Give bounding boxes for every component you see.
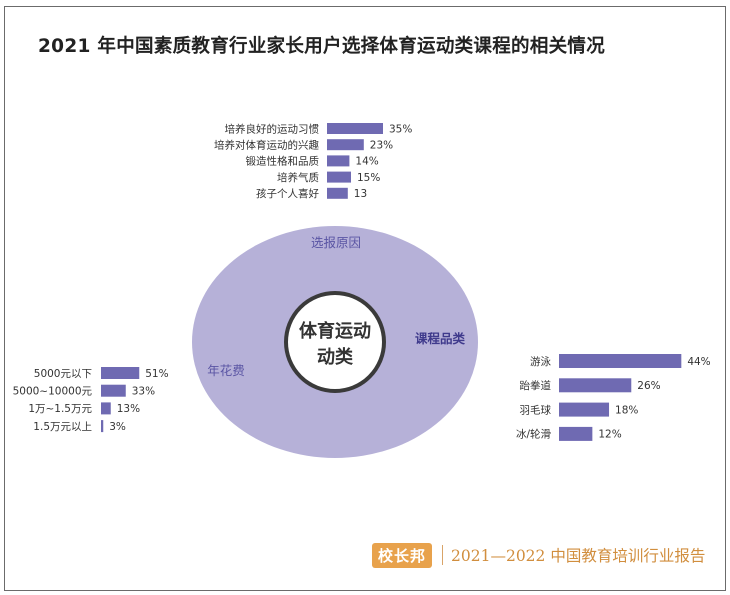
center-circle [284,291,386,393]
bar-value-label: 15% [357,172,380,184]
bar-value-label: 26% [637,380,660,392]
bar [101,402,111,415]
bar [559,378,632,393]
bar-category-label: 培养对体育运动的兴趣 [214,139,319,152]
center-label-line2: 动类 [317,346,354,368]
bar-groups: 培养良好的运动习惯 35% 培养对体育运动的兴趣 23% 锻造性格和品质 14% 培养气质 1… [13,122,711,441]
bar-value-label: 14% [355,156,378,168]
bar [101,367,140,379]
bar-category-label: 5000元以下 [34,368,92,380]
bar-group-2: 游泳 44% 跆拳道 26% 羽毛球 18% 冰/轮滑 12% [516,354,711,441]
bar-category-label: 锻造性格和品质 [246,155,320,168]
bar-value-label: 18% [615,404,638,416]
brand-divider [442,545,444,565]
bar-category-label: 游泳 [530,355,551,368]
brand-logo: 校长邦 [372,542,433,568]
bar [327,155,350,167]
ring-label-top: 选报原因 [311,235,361,250]
bar-category-label: 孩子个人喜好 [256,187,319,200]
bar [327,171,351,183]
figure-frame [4,6,726,591]
bar-value-label: 33% [132,386,155,398]
bar [327,139,364,151]
bar-category-label: 培养气质 [277,171,319,184]
chart-title: 2021 年中国素质教育行业家长用户选择体育运动类课程的相关情况 [38,36,606,57]
bar-value-label: 44% [687,356,710,368]
bar-group-0: 培养良好的运动习惯 35% 培养对体育运动的兴趣 23% 锻造性格和品质 14% 培养气质 1… [214,122,412,200]
bar-category-label: 1.5万元以上 [33,421,92,433]
bar [327,187,348,199]
ring-label-left: 年花费 [207,363,245,378]
center-label-line1: 体育运动 [299,320,371,342]
bar [559,402,610,417]
bar-value-label: 23% [370,140,393,152]
bar-value-label: 13 [354,188,367,200]
bar [559,354,682,368]
bar [327,123,383,134]
brand-footer: 校长邦 2021—2022 中国教育培训行业报告 [372,542,705,568]
bar-category-label: 5000~10000元 [13,386,93,398]
ring-label-right: 课程品类 [415,331,466,346]
bar-category-label: 跆拳道 [520,379,552,392]
bar-value-label: 13% [117,403,140,415]
bar-group-1: 5000元以下 51% 5000~10000元 33% 1万~1.5万元 13% 1.5万元… [13,367,169,433]
bar-category-label: 冰/轮滑 [516,428,551,441]
bar-value-label: 3% [109,421,126,433]
bar [101,384,126,397]
bar-category-label: 羽毛球 [520,403,552,416]
bar-category-label: 培养良好的运动习惯 [225,122,320,135]
bar-value-label: 12% [598,429,621,441]
bar [101,420,104,433]
bar [559,426,593,441]
bar-value-label: 51% [145,368,168,380]
bar-value-label: 35% [389,123,412,135]
bar-category-label: 1万~1.5万元 [28,403,92,415]
report-title: 2021—2022 中国教育培训行业报告 [451,547,706,565]
